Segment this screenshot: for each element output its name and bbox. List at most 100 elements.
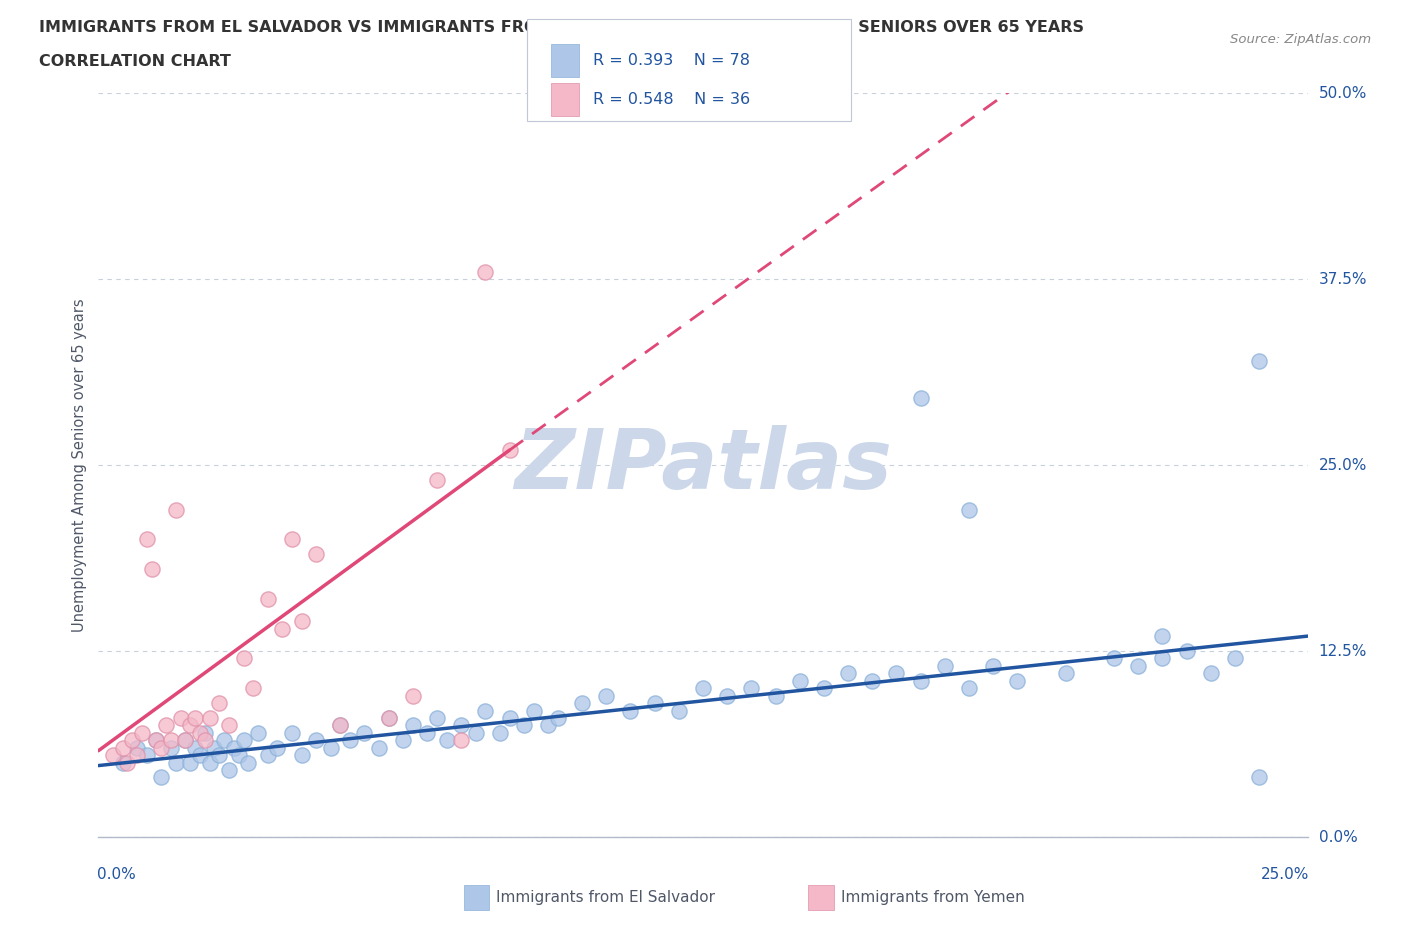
Point (281, 532, 304, 547)
Point (184, 711, 207, 725)
Point (208, 696, 231, 711)
Point (121, 733, 143, 748)
Point (174, 733, 197, 748)
Point (789, 673, 811, 688)
Point (813, 681, 835, 696)
Point (957, 502, 980, 517)
Point (218, 763, 240, 777)
Point (150, 740, 173, 755)
Point (329, 718, 352, 733)
Point (228, 748, 250, 763)
Point (1054, 666, 1077, 681)
Point (981, 658, 1004, 673)
Point (426, 472, 449, 487)
Point (117, 755, 139, 770)
Point (339, 733, 361, 748)
Point (934, 658, 956, 673)
Point (692, 681, 714, 696)
Point (256, 748, 278, 763)
Point (1199, 666, 1222, 681)
Point (222, 740, 245, 755)
Point (523, 703, 546, 718)
Point (145, 733, 167, 748)
Point (150, 770, 173, 785)
Point (1152, 651, 1174, 666)
Point (271, 621, 294, 636)
Point (127, 740, 149, 755)
Point (194, 725, 217, 740)
Point (188, 748, 211, 763)
Point (131, 725, 153, 740)
Point (402, 688, 425, 703)
Text: 0.0%: 0.0% (1319, 830, 1357, 844)
Point (910, 391, 932, 405)
Text: 12.5%: 12.5% (1319, 644, 1367, 658)
Point (281, 725, 304, 740)
Text: Immigrants from Yemen: Immigrants from Yemen (841, 890, 1025, 905)
Point (619, 703, 641, 718)
Point (595, 688, 617, 703)
Point (464, 725, 486, 740)
Point (765, 688, 787, 703)
Point (188, 725, 211, 740)
Point (474, 703, 496, 718)
Point (329, 718, 352, 733)
Point (135, 748, 157, 763)
Point (402, 718, 425, 733)
Point (266, 740, 288, 755)
Point (165, 755, 187, 770)
Point (377, 711, 399, 725)
Point (1249, 770, 1271, 785)
Point (513, 718, 536, 733)
Point (910, 673, 932, 688)
Point (1152, 629, 1174, 644)
Point (537, 718, 560, 733)
Point (256, 591, 278, 606)
Point (198, 755, 221, 770)
Point (290, 748, 312, 763)
Text: Source: ZipAtlas.com: Source: ZipAtlas.com (1230, 33, 1371, 46)
Point (179, 718, 201, 733)
Point (232, 651, 254, 666)
Y-axis label: Unemployment Among Seniors over 65 years: Unemployment Among Seniors over 65 years (72, 299, 87, 631)
Point (644, 696, 666, 711)
Point (145, 733, 167, 748)
Text: 0.0%: 0.0% (97, 867, 136, 882)
Point (740, 681, 762, 696)
Text: IMMIGRANTS FROM EL SALVADOR VS IMMIGRANTS FROM YEMEN UNEMPLOYMENT AMONG SENIORS : IMMIGRANTS FROM EL SALVADOR VS IMMIGRANT… (39, 20, 1084, 35)
Point (174, 733, 197, 748)
Point (377, 711, 399, 725)
Text: CORRELATION CHART: CORRELATION CHART (39, 54, 231, 69)
Point (392, 733, 415, 748)
Point (1223, 651, 1246, 666)
Point (957, 681, 980, 696)
Point (1175, 644, 1198, 658)
Point (416, 725, 439, 740)
Text: Immigrants from El Salvador: Immigrants from El Salvador (496, 890, 716, 905)
Point (489, 725, 512, 740)
Point (498, 711, 520, 725)
Text: ZIPatlas: ZIPatlas (515, 424, 891, 506)
Point (716, 688, 738, 703)
Point (436, 733, 458, 748)
Point (204, 740, 226, 755)
Point (290, 614, 312, 629)
Point (111, 755, 134, 770)
Point (1007, 673, 1029, 688)
Point (101, 748, 124, 763)
Point (238, 755, 260, 770)
Point (1102, 651, 1125, 666)
Text: 37.5%: 37.5% (1319, 272, 1367, 286)
Point (547, 711, 569, 725)
Point (450, 733, 472, 748)
Point (474, 264, 496, 279)
Text: 50.0%: 50.0% (1319, 86, 1367, 100)
Point (368, 740, 391, 755)
Point (141, 562, 163, 577)
Point (212, 733, 235, 748)
Text: 25.0%: 25.0% (1319, 458, 1367, 472)
Point (837, 666, 859, 681)
Point (1128, 658, 1150, 673)
Point (242, 681, 264, 696)
Point (218, 718, 240, 733)
